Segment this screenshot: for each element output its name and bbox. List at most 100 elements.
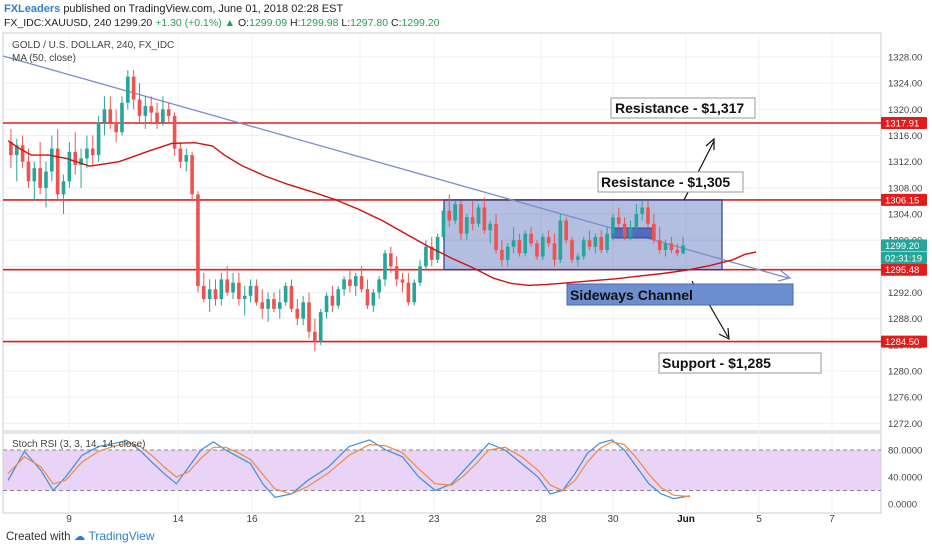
- candle-body: [470, 217, 475, 224]
- candle-body: [26, 161, 31, 182]
- candle-body: [44, 171, 48, 188]
- high-value: 1299.98: [300, 17, 339, 29]
- candle-body: [564, 220, 568, 241]
- candle-body: [73, 151, 78, 165]
- y-tick-label: 1324.00: [888, 79, 922, 90]
- candle-body: [494, 223, 498, 250]
- candle-body: [108, 109, 113, 123]
- x-tick-label: 21: [354, 514, 366, 525]
- y-tick-label: 1276.00: [888, 393, 922, 404]
- horizontal-levels[interactable]: [3, 122, 881, 343]
- candle-body: [570, 240, 574, 260]
- y-tick-label: 1292.00: [888, 288, 922, 299]
- candle-body: [517, 240, 522, 254]
- candle-body: [500, 249, 504, 260]
- trendline-arrowhead: [777, 269, 792, 282]
- y-tick-label: 1272.00: [888, 419, 922, 430]
- candle-body: [412, 282, 417, 303]
- candle-body: [143, 106, 148, 116]
- candle-body: [348, 279, 352, 286]
- tradingview-link[interactable]: TradingView: [88, 529, 155, 543]
- created-with-text: Created with: [6, 531, 71, 543]
- brand-name[interactable]: FXLeaders: [4, 3, 61, 15]
- price-tag-bg: [881, 239, 927, 252]
- candle-body: [371, 292, 376, 306]
- up-arrow-icon: ▲: [224, 17, 236, 29]
- candle-body: [599, 236, 604, 250]
- candle-body: [131, 76, 136, 100]
- candle-body: [184, 155, 189, 162]
- last-price: 1299.20: [114, 17, 153, 29]
- candle-body: [634, 214, 639, 228]
- candle-body: [663, 243, 668, 250]
- low-value: 1297.80: [350, 17, 389, 29]
- change-value: +1.30 (+0.1%): [155, 17, 222, 29]
- candle-body: [120, 102, 124, 133]
- candle-body: [552, 243, 557, 260]
- candle-body: [511, 240, 516, 247]
- candle-body: [476, 207, 481, 224]
- candle-body: [283, 285, 288, 303]
- price-tag-text: 1306.15: [885, 195, 919, 206]
- close-value: 1299.20: [401, 17, 440, 29]
- candle-body: [652, 223, 656, 241]
- stoch-tick-label: 0.0000: [888, 500, 917, 511]
- candle-body: [465, 217, 469, 234]
- time-axis[interactable]: 9 14 16 21 23 28 30 Jun 5 7: [66, 514, 835, 525]
- y-tick-label: 1328.00: [888, 53, 922, 64]
- y-tick-label: 1316.00: [888, 131, 922, 142]
- resistance-1-box[interactable]: [610, 97, 756, 119]
- candle-body: [587, 240, 592, 247]
- y-tick-label: 1320.00: [888, 105, 922, 116]
- candle-body: [155, 112, 159, 123]
- candle-body: [96, 122, 101, 156]
- candle-body: [102, 109, 107, 123]
- candle-body: [558, 220, 563, 260]
- support-box[interactable]: [658, 352, 822, 374]
- channel-label-box[interactable]: [566, 283, 794, 306]
- candle-body: [79, 158, 83, 165]
- x-tick-label: 30: [607, 514, 619, 525]
- stoch-axis: 0.0000 40.0000 80.0000: [888, 446, 922, 511]
- price-tag-text: 1295.48: [885, 265, 919, 276]
- stoch-tick-label: 40.0000: [888, 473, 922, 484]
- candle-body: [207, 289, 212, 300]
- candle-body: [14, 145, 19, 156]
- candle-body: [529, 233, 533, 244]
- candle-body: [301, 302, 305, 319]
- candle-body: [38, 168, 42, 188]
- candles: [9, 70, 685, 352]
- x-tick-label: 23: [428, 514, 440, 525]
- candle-body: [260, 302, 265, 309]
- candle-body: [219, 279, 224, 300]
- price-tag-bg: [881, 251, 927, 264]
- candle-body: [242, 295, 247, 300]
- resistance-2-box[interactable]: [597, 171, 744, 193]
- candle-body: [114, 122, 118, 133]
- grid-lines: [3, 33, 881, 513]
- stoch-tick-label: 80.0000: [888, 446, 922, 457]
- price-tag-text: 1284.50: [885, 337, 919, 348]
- price-tag-bg: [881, 335, 927, 348]
- open-label: O:: [237, 17, 250, 29]
- stoch-d-line: [7, 441, 691, 498]
- x-tick-label: 9: [66, 514, 72, 525]
- candle-body: [581, 240, 586, 257]
- candle-body: [231, 282, 235, 293]
- candle-body: [628, 227, 633, 237]
- y-tick-label: 1280.00: [888, 367, 922, 378]
- candle-body: [447, 210, 452, 221]
- candle-body: [394, 266, 399, 280]
- ma-legend: MA (50, close): [12, 53, 76, 64]
- ma50-line: [7, 140, 757, 287]
- y-tick-label: 1304.00: [888, 210, 922, 221]
- candle-body: [318, 312, 323, 342]
- candle-body: [593, 236, 598, 247]
- candle-body: [336, 289, 341, 306]
- price-tag-bg: [881, 193, 927, 206]
- x-tick-label: 14: [172, 514, 184, 525]
- candle-body: [126, 76, 130, 103]
- y-tick-label: 1288.00: [888, 314, 922, 325]
- candle-body: [213, 289, 218, 300]
